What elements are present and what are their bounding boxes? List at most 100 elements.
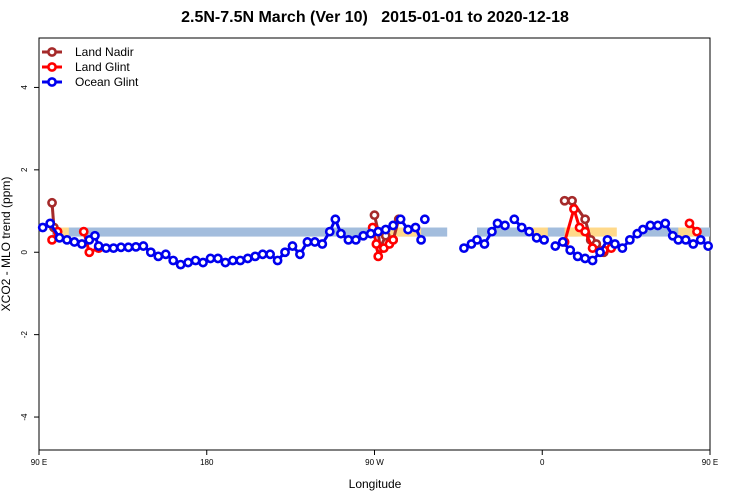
data-point [673,234,684,245]
y-tick-label: 2 [20,167,29,172]
data-point [198,257,208,268]
data-point [330,214,341,225]
data-point [336,228,346,239]
data-point [101,243,111,254]
data-point [272,255,283,266]
legend-marker [47,77,57,87]
band-1-segment-2 [532,227,548,237]
data-point [108,243,119,254]
data-point [395,214,406,225]
data-point [509,214,520,225]
legend-item: Land Nadir [42,45,134,59]
data-point [358,230,369,241]
series-ocean-glint [37,214,714,270]
data-point [587,255,598,266]
data-point [47,197,57,208]
data-point [371,239,382,249]
band-0-segment-0 [52,227,448,237]
data-point [695,234,706,245]
data-point [572,251,583,262]
data-point [131,241,141,252]
data-point [54,232,65,243]
chart-title: 2.5N-7.5N March (Ver 10) 2015-01-01 to 2… [181,9,569,26]
legend-marker [47,62,57,72]
data-point [69,237,80,247]
legend-label: Land Nadir [75,45,134,59]
data-point [265,249,276,260]
data-point [220,257,231,268]
legend-label: Ocean Glint [75,75,139,89]
data-point [324,226,335,237]
band-1-segment-3 [564,227,617,237]
data-point [487,226,497,237]
data-point [175,259,186,270]
data-point [168,255,179,266]
x-tick-label: 90 E [31,458,47,467]
y-axis-label: XCO2 - MLO trend (ppm) [0,177,13,312]
data-point [84,247,95,258]
data-point [567,195,577,206]
axes-layer: 90 E 180 90 W 0 90 E -4 -2 0 2 4 [20,85,718,467]
data-point [242,253,253,264]
y-tick-label: 0 [20,249,29,254]
data-point [680,234,691,245]
data-point [350,234,361,245]
y-tick-label: -2 [20,331,29,339]
data-point [373,251,384,262]
data-point [531,232,542,243]
data-point [472,234,482,245]
data-point [403,224,413,235]
data-point [76,239,87,249]
data-point [638,224,648,235]
data-point [557,237,568,247]
x-tick-label: 90 E [702,458,718,467]
data-point [205,253,216,264]
series-layer [37,195,714,270]
data-point [380,224,391,235]
band-1-segment-4 [678,227,696,237]
data-point [587,243,598,254]
x-tick-label: 90 W [365,458,384,467]
x-tick-label: 0 [540,458,545,467]
data-point [645,220,656,231]
data-point [524,226,535,237]
data-point [500,220,510,231]
legend-item: Ocean Glint [42,75,139,89]
data-point [343,234,354,245]
data-point [688,239,699,249]
data-point [37,222,48,233]
data-point [138,241,149,251]
data-point [287,241,298,251]
data-point [302,237,313,247]
data-point [373,226,384,237]
data-point [565,245,576,256]
legend-marker [47,47,57,57]
data-point [160,249,171,260]
data-point [684,218,695,229]
data-point [550,241,561,251]
data-point [410,222,421,233]
data-point [703,241,714,251]
data-point [660,218,671,229]
data-point [516,222,527,233]
data-point [492,218,503,229]
data-point [610,239,620,249]
data-point [280,247,290,258]
data-point [602,234,613,245]
data-point [45,218,56,229]
data-point [559,195,570,206]
band-1-segment-0 [61,227,69,237]
data-point [153,251,164,262]
data-point [116,242,126,253]
data-point [235,255,246,266]
data-point [213,253,223,264]
data-point [692,226,702,237]
data-point [388,234,399,245]
data-point [145,247,156,258]
data-point [365,228,376,239]
data-point [580,253,591,264]
data-point [369,210,380,221]
data-point [419,214,430,225]
